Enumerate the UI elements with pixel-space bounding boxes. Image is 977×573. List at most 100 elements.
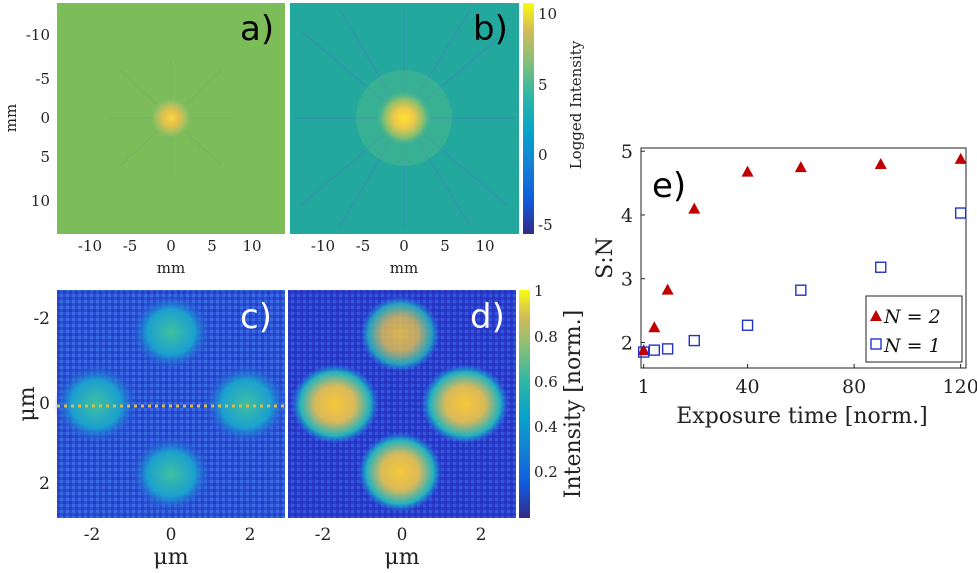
panel-d-xlabel: μm bbox=[384, 545, 419, 570]
panel-d-xtick: 0 bbox=[397, 525, 408, 545]
panel-e-xtick: 40 bbox=[735, 376, 759, 398]
n2-point bbox=[954, 152, 967, 164]
panel-b-xtick: -10 bbox=[311, 237, 335, 255]
panel-b-xtick: 5 bbox=[440, 237, 450, 255]
panel-a-ytick: 0 bbox=[40, 109, 50, 127]
cd-colorbar-tick: 0.4 bbox=[534, 418, 558, 436]
ab-colorbar-label: Logged Intensity bbox=[567, 40, 585, 169]
panel-e-ylabel: S:N bbox=[593, 237, 618, 279]
panel-a-ytick: -10 bbox=[26, 26, 50, 44]
panel-e-legend: N = 2 N = 1 bbox=[865, 295, 963, 363]
panel-e-xtick: 120 bbox=[943, 376, 977, 398]
panel-a-ytick: -5 bbox=[35, 70, 50, 88]
panel-a-xtick: 5 bbox=[207, 237, 217, 255]
panel-a-xtick: -10 bbox=[78, 237, 102, 255]
panel-e-yticks: 2 3 4 5 bbox=[621, 141, 645, 354]
panel-a-central-spot bbox=[149, 96, 193, 140]
panel-d-lobe-right bbox=[421, 364, 509, 444]
panel-b-central-spot bbox=[376, 90, 432, 146]
panel-c-yticks: -2 0 2 bbox=[33, 309, 50, 494]
panel-a-xticks: -10 -5 0 5 10 bbox=[78, 237, 262, 255]
n2-point bbox=[648, 321, 661, 333]
panel-a-xtick: -5 bbox=[123, 237, 138, 255]
panel-c-ytick: 0 bbox=[39, 394, 50, 414]
panel-b-xticks: -10 -5 0 5 10 bbox=[311, 237, 495, 255]
ab-colorbar-tick: 5 bbox=[538, 76, 548, 94]
panel-d-lobe-top bbox=[360, 296, 440, 372]
cd-colorbar-label: Intensity [norm.] bbox=[561, 310, 586, 498]
panel-d-lobe-bottom bbox=[358, 432, 442, 512]
panel-c-label: c) bbox=[240, 297, 272, 337]
cd-colorbar: 1 0.8 0.6 0.4 0.2 Intensity [norm.] bbox=[519, 282, 586, 518]
panel-a-label: a) bbox=[240, 9, 274, 49]
cd-colorbar-tick: 1 bbox=[534, 282, 544, 300]
legend-n1-marker bbox=[870, 338, 882, 350]
panel-b: b) mm -10 -5 0 5 10 bbox=[290, 3, 519, 277]
cd-colorbar-bar bbox=[519, 290, 530, 518]
n1-point bbox=[875, 261, 887, 273]
n1-point bbox=[741, 319, 754, 331]
panel-c-xticks: -2 0 2 bbox=[84, 525, 256, 545]
n2-point bbox=[794, 161, 807, 173]
n1-point bbox=[648, 344, 661, 356]
legend-n2-label: N = 2 bbox=[883, 306, 941, 328]
panel-e-xtick: 80 bbox=[842, 376, 866, 398]
panel-d: d) μm -2 0 2 bbox=[288, 290, 516, 570]
n2-point bbox=[874, 157, 887, 169]
panel-b-xtick: -5 bbox=[356, 237, 371, 255]
panel-d-xtick: 2 bbox=[476, 525, 487, 545]
panel-d-xtick: -2 bbox=[315, 525, 332, 545]
panel-d-lobe-left bbox=[291, 364, 379, 444]
panel-e-ytick: 4 bbox=[621, 205, 633, 227]
ab-colorbar: 10 5 0 -5 Logged Intensity bbox=[523, 3, 585, 234]
panel-a-ytick: 5 bbox=[40, 148, 50, 166]
n2-point bbox=[637, 344, 650, 356]
panel-b-xlabel: mm bbox=[390, 259, 418, 277]
panel-e-xlabel: Exposure time [norm.] bbox=[676, 404, 928, 429]
panel-a-ylabel: mm bbox=[2, 104, 20, 132]
n2-point bbox=[688, 202, 701, 214]
panel-e-xtick: 1 bbox=[638, 376, 650, 398]
panel-e: 2 3 4 5 1 40 80 120 e) S:N Exposure time [norm… bbox=[593, 141, 977, 429]
panel-b-xtick: 10 bbox=[475, 237, 494, 255]
panel-e-ytick: 5 bbox=[621, 141, 633, 163]
ab-colorbar-tick: 0 bbox=[538, 146, 548, 164]
ab-colorbar-bar bbox=[523, 3, 534, 234]
panel-e-xticks: 1 40 80 120 bbox=[638, 364, 977, 398]
panel-a-xtick: 10 bbox=[242, 237, 261, 255]
n1-point bbox=[661, 343, 674, 355]
panel-c-ylabel: μm bbox=[15, 386, 40, 421]
panel-e-ytick: 3 bbox=[621, 269, 633, 291]
panel-c-lobe-right bbox=[204, 364, 288, 444]
panel-b-xtick: 0 bbox=[399, 237, 409, 255]
panel-e-ytick: 2 bbox=[621, 332, 633, 354]
n1-point bbox=[795, 284, 807, 296]
n2-point bbox=[741, 165, 754, 177]
panel-c-lobe-bottom bbox=[131, 436, 211, 512]
legend-n1-label: N = 1 bbox=[883, 335, 941, 357]
cd-colorbar-tick: 0.2 bbox=[534, 463, 558, 481]
panel-c-lobe-top bbox=[131, 294, 211, 370]
panel-c: c) μm μm -2 0 2 -2 0 2 bbox=[15, 290, 288, 570]
panel-c-xlabel: μm bbox=[153, 545, 188, 570]
panel-e-points bbox=[637, 152, 967, 358]
n1-point bbox=[688, 334, 700, 347]
panel-a-xlabel: mm bbox=[157, 259, 185, 277]
n1-point bbox=[954, 207, 967, 219]
panel-c-xtick: 0 bbox=[166, 525, 177, 545]
n2-point bbox=[661, 283, 674, 295]
panel-c-ytick: 2 bbox=[39, 474, 50, 494]
panel-b-label: b) bbox=[473, 9, 508, 49]
panel-e-label: e) bbox=[652, 166, 686, 206]
ab-colorbar-tick: 10 bbox=[538, 5, 557, 23]
panel-a: a) mm mm -10 -5 0 5 10 -10 -5 0 5 10 bbox=[2, 3, 285, 277]
panel-e-legend-box bbox=[865, 295, 963, 363]
cd-colorbar-tick: 0.8 bbox=[534, 328, 558, 346]
panel-a-xtick: 0 bbox=[166, 237, 176, 255]
panel-d-xticks: -2 0 2 bbox=[315, 525, 487, 545]
panel-d-label: d) bbox=[470, 297, 505, 337]
panel-a-yticks: -10 -5 0 5 10 bbox=[26, 26, 50, 210]
panel-a-ytick: 10 bbox=[31, 192, 50, 210]
legend-n2-marker bbox=[870, 310, 882, 321]
